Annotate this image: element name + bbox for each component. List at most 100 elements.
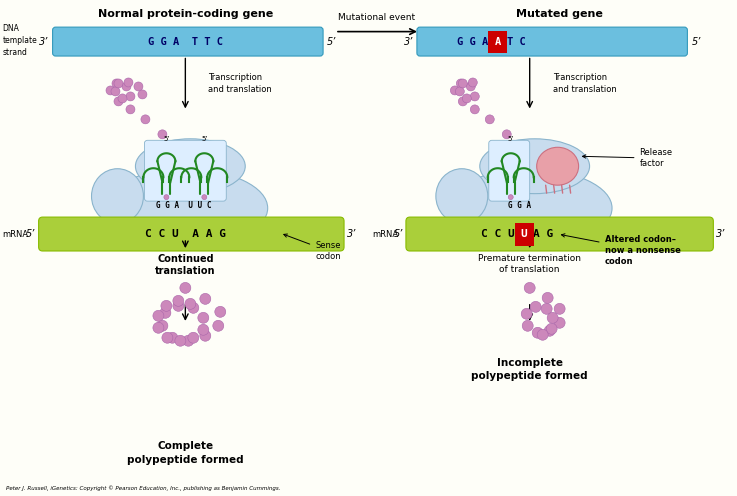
Text: Transcription
and translation: Transcription and translation [209,73,272,94]
Text: A: A [495,37,500,47]
Circle shape [126,92,135,101]
Circle shape [547,312,558,323]
Ellipse shape [537,147,579,185]
Text: G G A  T T C: G G A T T C [148,37,223,47]
FancyBboxPatch shape [406,217,713,251]
Text: G G A: G G A [456,37,488,47]
Text: Continued
translation: Continued translation [155,254,216,276]
Circle shape [532,327,543,338]
Text: Mutated gene: Mutated gene [516,8,603,19]
Ellipse shape [91,169,144,224]
Circle shape [458,79,467,88]
Text: Peter J. Russell, iGenetics: Copyright © Pearson Education, Inc., publishing as : Peter J. Russell, iGenetics: Copyright ©… [6,486,280,492]
Ellipse shape [480,139,590,193]
Text: 5’: 5’ [27,229,35,239]
Circle shape [544,325,555,336]
Text: 3’: 3’ [347,229,357,239]
Circle shape [173,295,184,307]
Circle shape [524,282,535,293]
Circle shape [134,82,143,91]
Text: A G: A G [533,229,553,239]
Circle shape [122,82,131,91]
Circle shape [198,324,209,335]
Text: Incomplete
polypeptide formed: Incomplete polypeptide formed [472,358,588,381]
FancyBboxPatch shape [38,217,344,251]
Text: 5’: 5’ [201,136,208,142]
Circle shape [455,87,464,96]
Circle shape [124,78,133,87]
Circle shape [188,303,199,313]
Text: 5’: 5’ [691,37,701,47]
Text: 3’: 3’ [716,229,726,239]
FancyBboxPatch shape [52,27,323,56]
Text: 5’: 5’ [327,37,337,47]
Circle shape [114,79,123,88]
Circle shape [158,130,167,139]
Circle shape [138,90,147,99]
Circle shape [456,79,465,88]
Circle shape [213,320,224,331]
Ellipse shape [436,169,488,224]
Text: Sense
codon: Sense codon [284,234,340,261]
Circle shape [183,335,194,346]
Circle shape [160,308,171,318]
Text: Mutational event: Mutational event [338,12,416,22]
Text: G G A  U U C: G G A U U C [156,201,211,210]
Ellipse shape [103,169,268,247]
Circle shape [106,86,115,95]
Circle shape [537,329,548,340]
Circle shape [467,82,475,91]
Circle shape [458,97,467,106]
Circle shape [167,332,178,343]
Text: 5’: 5’ [394,229,403,239]
Text: Premature termination
of translation: Premature termination of translation [478,254,581,274]
Circle shape [153,310,164,321]
Circle shape [162,332,173,343]
Circle shape [214,307,226,317]
Text: mRNA: mRNA [3,230,29,239]
Circle shape [450,86,459,95]
FancyBboxPatch shape [514,223,534,246]
Circle shape [173,301,184,311]
Circle shape [546,323,557,334]
Circle shape [470,92,479,101]
Circle shape [523,320,533,331]
Circle shape [157,320,168,331]
Circle shape [198,312,209,323]
Text: C C U  A A G: C C U A A G [145,229,226,239]
Circle shape [502,130,511,139]
FancyBboxPatch shape [488,31,507,53]
Circle shape [541,304,552,314]
Circle shape [118,94,127,103]
Circle shape [175,335,186,346]
Circle shape [509,194,513,199]
Text: DNA
template
strand: DNA template strand [3,24,38,57]
Text: Release
factor: Release factor [582,148,673,168]
Circle shape [185,299,196,310]
Circle shape [180,282,191,293]
FancyBboxPatch shape [417,27,688,56]
Circle shape [542,292,553,304]
Text: Normal protein-coding gene: Normal protein-coding gene [98,8,273,19]
Circle shape [485,115,495,124]
Circle shape [554,317,565,328]
Circle shape [530,302,541,312]
Circle shape [200,293,211,305]
Circle shape [470,105,479,114]
Circle shape [164,194,169,199]
FancyBboxPatch shape [144,140,226,201]
Text: Complete
polypeptide formed: Complete polypeptide formed [127,441,244,465]
Text: 3’: 3’ [404,37,413,47]
Text: U: U [521,229,528,239]
Text: G G A: G G A [508,201,531,210]
Text: 5’: 5’ [508,136,514,142]
Circle shape [112,79,121,88]
Circle shape [554,304,565,314]
Circle shape [468,78,478,87]
Circle shape [111,87,120,96]
Circle shape [521,309,532,319]
Ellipse shape [447,169,612,247]
Text: Altered codon–
now a nonsense
codon: Altered codon– now a nonsense codon [562,234,680,266]
Text: C C U: C C U [481,229,514,239]
Text: 5’: 5’ [163,136,170,142]
